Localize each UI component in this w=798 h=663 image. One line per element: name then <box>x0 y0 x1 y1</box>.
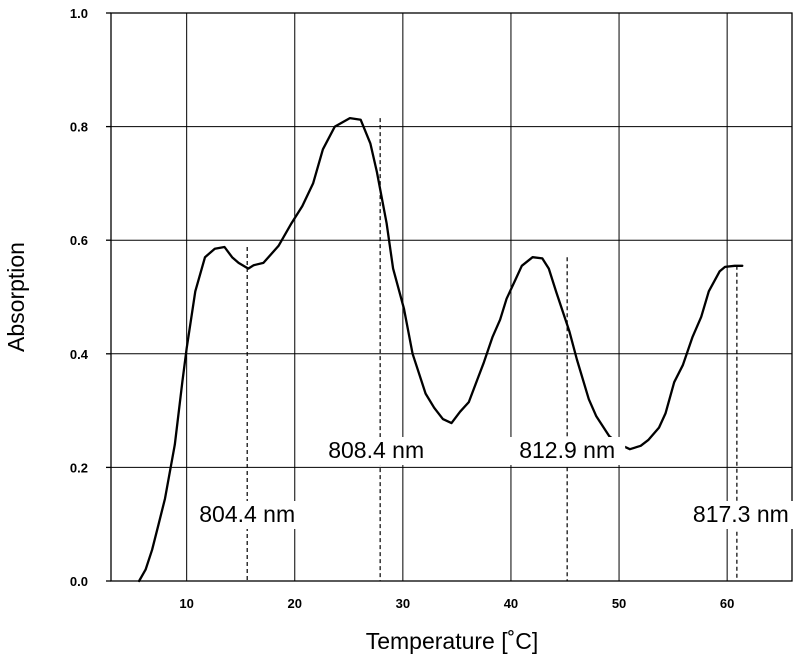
peak-label: 812.9 nm <box>519 437 615 463</box>
x-tick-label: 50 <box>612 596 626 611</box>
vertical-gridlines <box>186 13 728 581</box>
peak-label: 804.4 nm <box>199 501 295 527</box>
peak-label-background <box>318 437 435 465</box>
x-tick-label: 30 <box>396 596 410 611</box>
y-tick-label: 0.6 <box>70 233 88 248</box>
x-tick-label: 10 <box>179 596 193 611</box>
y-tick-label: 1.0 <box>70 6 88 21</box>
peak-label-background <box>189 501 306 529</box>
x-axis-title: Temperature [˚C] <box>366 628 539 654</box>
y-tick-labels: 0.0 0.2 0.4 0.6 0.8 1.0 <box>70 6 111 589</box>
x-tick-label: 20 <box>288 596 302 611</box>
y-tick-label: 0.4 <box>70 347 89 362</box>
peak-labels: 804.4 nm 808.4 nm 812.9 nm 817.3 nm <box>189 437 798 529</box>
peak-label: 808.4 nm <box>328 437 424 463</box>
x-tick-labels: 10 20 30 40 50 60 <box>179 596 734 611</box>
y-tick-label: 0.0 <box>70 574 88 589</box>
peak-label-background <box>509 437 626 465</box>
peak-label: 817.3 nm <box>693 501 789 527</box>
y-tick-label: 0.2 <box>70 460 88 475</box>
x-tick-label: 60 <box>720 596 734 611</box>
y-tick-label: 0.8 <box>70 120 88 135</box>
peak-marker-lines <box>246 118 738 581</box>
horizontal-gridlines <box>111 126 792 468</box>
plot-frame <box>110 12 793 582</box>
absorption-curve <box>137 116 744 583</box>
x-tick-label: 40 <box>504 596 518 611</box>
y-axis-title: Absorption <box>3 242 29 352</box>
peak-label-background <box>682 501 798 529</box>
